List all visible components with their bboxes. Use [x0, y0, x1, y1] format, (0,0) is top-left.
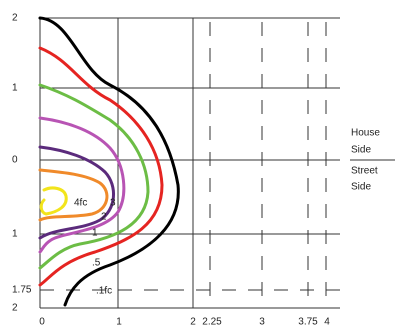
contour-line: [38, 168, 109, 222]
x-label: 1: [116, 317, 122, 328]
contour-label: 4fc: [74, 198, 87, 209]
contour-line: [38, 16, 180, 307]
contour-label: 3: [110, 198, 116, 209]
side-label: Side: [351, 145, 371, 156]
contour-label: 1: [92, 228, 98, 239]
contours: [38, 16, 180, 307]
side-label: Street: [351, 166, 378, 177]
x-label: 2.25: [202, 317, 222, 328]
y-label: 2: [12, 13, 18, 24]
contour-label: .5: [92, 258, 101, 269]
contour-label: 2: [101, 212, 107, 223]
y-label: 0: [12, 155, 18, 166]
contour-line: [39, 186, 68, 216]
side-label: House: [351, 128, 380, 139]
y-label: 1: [12, 229, 18, 240]
y-label: 1: [12, 83, 18, 94]
contour-line: [38, 116, 126, 254]
side-label: Side: [351, 182, 371, 193]
contour-line: [38, 46, 164, 287]
x-label: 4: [324, 317, 330, 328]
grid: [39, 17, 395, 309]
x-label: 2: [190, 317, 196, 328]
y-label: 2: [12, 303, 18, 314]
contour-line: [38, 83, 150, 270]
x-label: 3.75: [298, 317, 318, 328]
contour-line: [38, 145, 115, 240]
x-label: 0: [39, 317, 45, 328]
x-label: 3: [259, 317, 265, 328]
y-label: 1.75: [12, 285, 32, 296]
contour-label: .1fc: [96, 286, 112, 297]
